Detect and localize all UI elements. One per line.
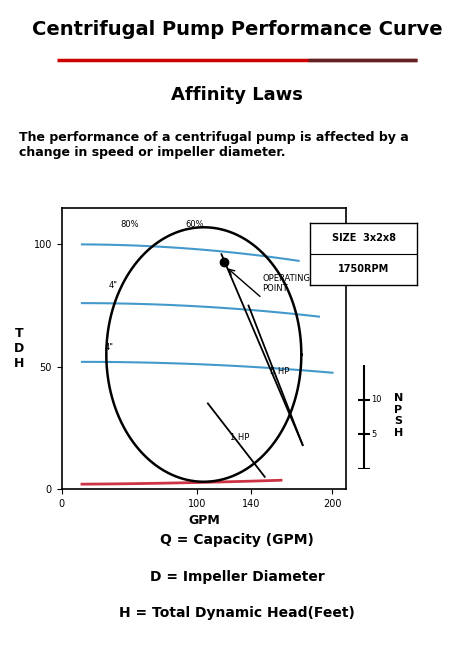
Text: 1 HP: 1 HP [229,433,249,442]
Text: Centrifugal Pump Performance Curve: Centrifugal Pump Performance Curve [32,20,442,39]
Text: 4": 4" [105,342,113,352]
Text: 4": 4" [109,281,118,291]
Text: SIZE  3x2x8: SIZE 3x2x8 [332,233,396,243]
Text: OPERATING
POINT: OPERATING POINT [262,274,310,293]
Text: 1750RPM: 1750RPM [338,265,390,274]
Text: N
P
S
H: N P S H [393,393,403,438]
X-axis label: GPM: GPM [188,515,219,527]
Text: T
D
H: T D H [14,327,24,370]
Text: Affinity Laws: Affinity Laws [171,86,303,105]
Text: 60%: 60% [185,220,204,229]
Text: 10: 10 [371,395,382,404]
Text: 80%: 80% [120,220,139,229]
Text: 5: 5 [371,430,376,439]
Text: The performance of a centrifugal pump is affected by a
change in speed or impell: The performance of a centrifugal pump is… [19,131,409,159]
Text: D = Impeller Diameter: D = Impeller Diameter [150,570,324,584]
Text: H = Total Dynamic Head(Feet): H = Total Dynamic Head(Feet) [119,606,355,620]
Text: Q = Capacity (GPM): Q = Capacity (GPM) [160,533,314,547]
Text: 5 HP: 5 HP [270,367,290,376]
